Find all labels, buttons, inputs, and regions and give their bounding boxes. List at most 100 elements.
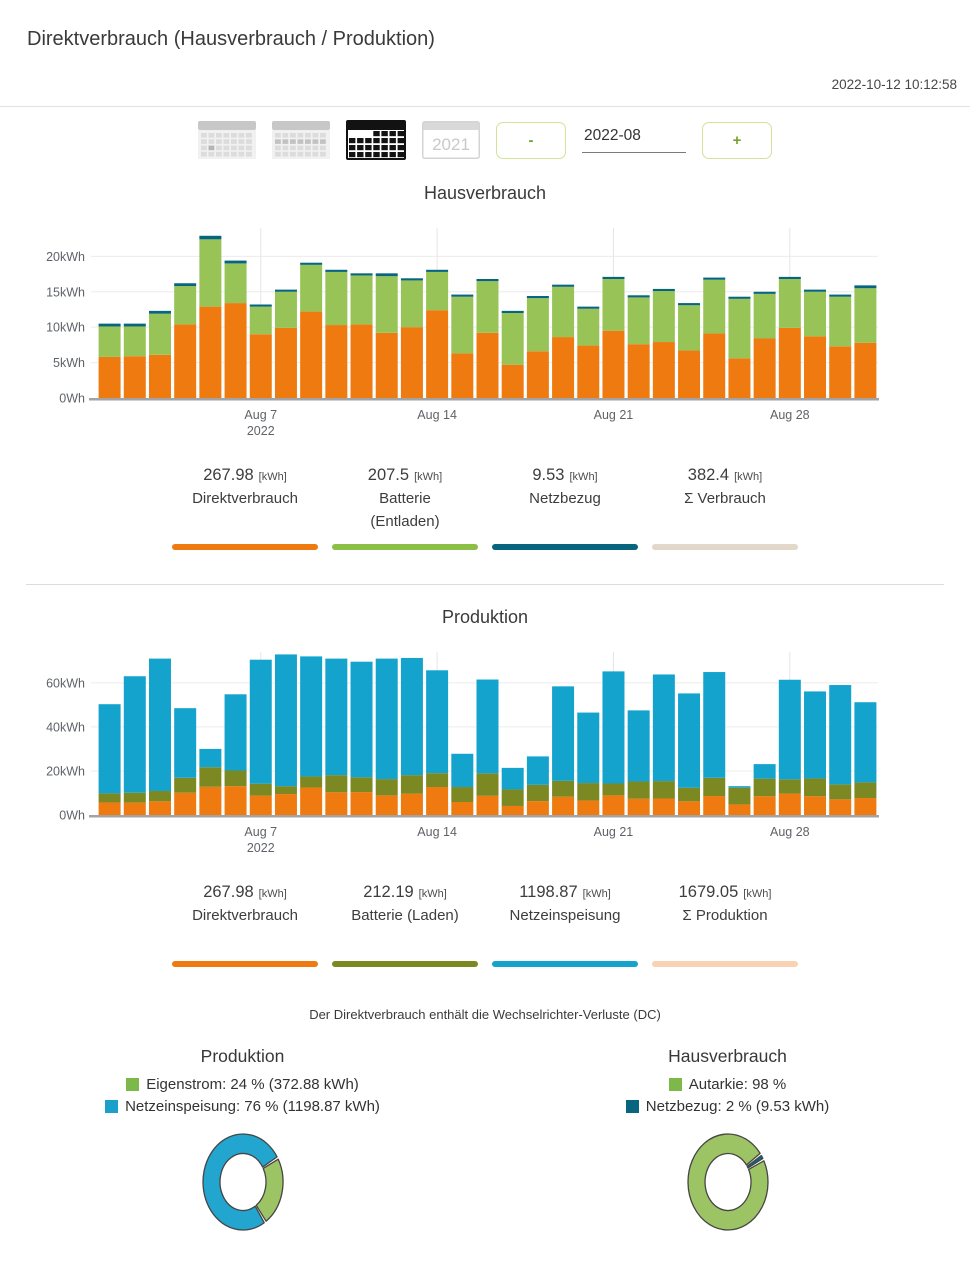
stat-unit: [kWh] bbox=[734, 471, 763, 483]
consumption-breakdown: Hausverbrauch Autarkie: 98 % Netzbezug: 2… bbox=[485, 1046, 970, 1235]
stat-label: (Entladen) bbox=[370, 512, 440, 530]
stat-card: 207.5 [kWh] Batterie (Entladen) bbox=[325, 466, 485, 550]
legend-item: Eigenstrom: 24 % (372.88 kWh) bbox=[0, 1076, 485, 1093]
legend-item: Autarkie: 98 % bbox=[485, 1076, 970, 1093]
svg-text:Aug 28: Aug 28 bbox=[770, 408, 810, 422]
calendar-year-icon: 2021 bbox=[422, 121, 480, 159]
svg-text:0Wh: 0Wh bbox=[59, 809, 85, 823]
production-stats-row: 267.98 [kWh] Direktverbrauch 212.19 [kWh] Bat… bbox=[0, 883, 970, 967]
stat-value: 1679.05 bbox=[678, 883, 739, 901]
calendar-day-icon bbox=[198, 121, 256, 159]
stat-unit: [kWh] bbox=[258, 471, 287, 483]
production-bar-chart[interactable]: 0Wh 20kWh 40kWh 60kWh Aug 7 2022 Aug 14 Aug 21 A… bbox=[30, 652, 970, 865]
stat-color-pill bbox=[652, 961, 798, 967]
stat-color-pill bbox=[332, 961, 478, 967]
stat-value: 1198.87 bbox=[519, 883, 578, 901]
legend-text: Netzbezug: 2 % (9.53 kWh) bbox=[645, 1098, 830, 1115]
svg-text:20kWh: 20kWh bbox=[46, 764, 85, 778]
production-breakdown-title: Produktion bbox=[200, 1046, 285, 1066]
calendar-month-icon-active bbox=[346, 120, 406, 160]
period-controls: 2021 - + bbox=[0, 119, 970, 161]
consumption-bar-chart[interactable]: 0Wh 5kWh 10kWh 15kWh 20kWh Aug 7 2022 Aug 14 Aug… bbox=[30, 228, 970, 448]
calendar-year-label: 2021 bbox=[432, 135, 470, 154]
svg-text:Aug 14: Aug 14 bbox=[417, 825, 457, 839]
stat-value: 207.5 bbox=[367, 466, 410, 484]
breakdown-row: Produktion Eigenstrom: 24 % (372.88 kWh)… bbox=[0, 1046, 970, 1235]
stat-card: 1679.05 [kWh] Σ Produktion bbox=[645, 883, 805, 967]
stat-label: Direktverbrauch bbox=[192, 907, 298, 924]
svg-text:2022: 2022 bbox=[247, 424, 275, 438]
stat-value: 382.4 bbox=[687, 466, 730, 484]
previous-period-button[interactable]: - bbox=[496, 121, 566, 159]
dc-loss-note: Der Direktverbrauch enthält die Wechselr… bbox=[309, 1007, 661, 1022]
svg-text:20kWh: 20kWh bbox=[46, 250, 85, 264]
legend-color-swatch bbox=[126, 1078, 140, 1091]
stat-unit: [kWh] bbox=[743, 888, 772, 900]
svg-text:Aug 21: Aug 21 bbox=[594, 825, 634, 839]
stat-card: 267.98 [kWh] Direktverbrauch bbox=[165, 883, 325, 967]
stat-unit: [kWh] bbox=[582, 888, 611, 900]
stat-label: Batterie (Laden) bbox=[351, 907, 459, 924]
stat-label: Direktverbrauch bbox=[192, 490, 298, 507]
consumption-chart-section: Hausverbrauch 0Wh 5kWh 10kWh 15kWh 20kWh Aug … bbox=[0, 183, 970, 550]
stat-color-pill bbox=[172, 961, 318, 967]
stat-value: 9.53 bbox=[532, 466, 565, 484]
stat-color-pill bbox=[332, 544, 478, 550]
production-chart-section: Produktion 0Wh 20kWh 40kWh 60kWh Aug 7 2022 Au… bbox=[0, 607, 970, 967]
stat-label: Netzbezug bbox=[529, 490, 601, 507]
stat-color-pill bbox=[172, 544, 318, 550]
production-breakdown: Produktion Eigenstrom: 24 % (372.88 kWh)… bbox=[0, 1046, 485, 1235]
svg-text:Aug 7: Aug 7 bbox=[244, 825, 277, 839]
stat-card: 9.53 [kWh] Netzbezug bbox=[485, 466, 645, 550]
svg-text:10kWh: 10kWh bbox=[46, 321, 85, 335]
legend-text: Netzeinspeisung: 76 % (1198.87 kWh) bbox=[125, 1098, 380, 1115]
consumption-legend: Autarkie: 98 % Netzbezug: 2 % (9.53 kWh) bbox=[485, 1076, 970, 1115]
view-day-button[interactable] bbox=[198, 121, 256, 159]
consumption-chart-title: Hausverbrauch bbox=[423, 183, 547, 203]
timestamp: 2022-10-12 10:12:58 bbox=[831, 77, 957, 92]
stat-label: Σ Produktion bbox=[682, 907, 768, 924]
consumption-donut-wrap bbox=[485, 1129, 970, 1235]
consumption-breakdown-title: Hausverbrauch bbox=[668, 1046, 787, 1066]
production-donut-chart[interactable] bbox=[178, 1129, 308, 1235]
section-divider bbox=[26, 584, 944, 585]
stat-card: 267.98 [kWh] Direktverbrauch bbox=[165, 466, 325, 550]
next-period-button[interactable]: + bbox=[702, 121, 772, 159]
svg-text:15kWh: 15kWh bbox=[46, 285, 85, 299]
stat-label: Batterie bbox=[379, 490, 431, 507]
stat-color-pill bbox=[652, 544, 798, 550]
stat-card: 212.19 [kWh] Batterie (Laden) bbox=[325, 883, 485, 967]
svg-text:Aug 28: Aug 28 bbox=[770, 825, 810, 839]
production-chart-title: Produktion bbox=[441, 607, 529, 627]
calendar-week-icon bbox=[272, 121, 330, 159]
stat-value: 212.19 bbox=[363, 883, 414, 901]
stat-color-pill bbox=[492, 544, 638, 550]
svg-text:2022: 2022 bbox=[247, 841, 275, 855]
header-divider bbox=[0, 106, 970, 107]
svg-text:5kWh: 5kWh bbox=[53, 356, 85, 370]
stat-unit: [kWh] bbox=[414, 471, 443, 483]
period-input[interactable] bbox=[582, 127, 686, 153]
svg-text:0Wh: 0Wh bbox=[59, 392, 85, 406]
stat-value: 267.98 bbox=[203, 883, 254, 901]
consumption-stats-row: 267.98 [kWh] Direktverbrauch 207.5 [kWh] Batt… bbox=[0, 466, 970, 550]
svg-text:Aug 21: Aug 21 bbox=[594, 408, 634, 422]
svg-text:40kWh: 40kWh bbox=[46, 720, 85, 734]
stat-unit: [kWh] bbox=[258, 888, 287, 900]
consumption-donut-chart[interactable] bbox=[663, 1129, 793, 1235]
view-week-button[interactable] bbox=[272, 121, 330, 159]
stat-label: Σ Verbrauch bbox=[684, 490, 766, 507]
stat-card: 382.4 [kWh] Σ Verbrauch bbox=[645, 466, 805, 550]
svg-text:60kWh: 60kWh bbox=[46, 676, 85, 690]
stat-card: 1198.87 [kWh] Netzeinspeisung bbox=[485, 883, 645, 967]
legend-item: Netzbezug: 2 % (9.53 kWh) bbox=[485, 1098, 970, 1115]
view-month-button[interactable] bbox=[346, 120, 406, 160]
stat-unit: [kWh] bbox=[569, 471, 598, 483]
stat-label: Netzeinspeisung bbox=[509, 907, 621, 924]
stat-value: 267.98 bbox=[203, 466, 254, 484]
legend-item: Netzeinspeisung: 76 % (1198.87 kWh) bbox=[0, 1098, 485, 1115]
legend-text: Autarkie: 98 % bbox=[688, 1076, 787, 1093]
production-donut-wrap bbox=[0, 1129, 485, 1235]
view-year-button[interactable]: 2021 bbox=[422, 121, 480, 159]
